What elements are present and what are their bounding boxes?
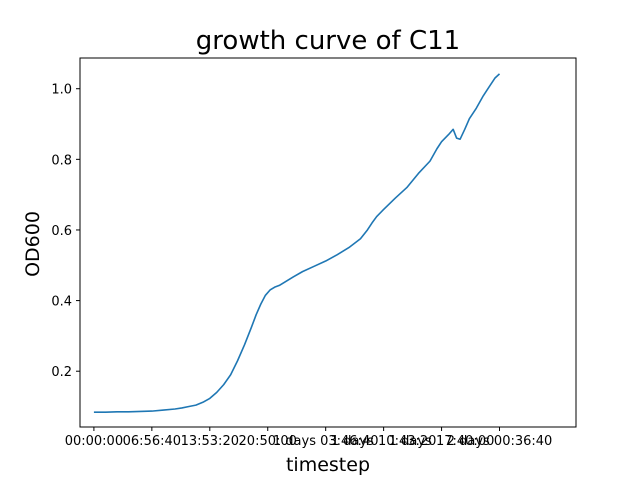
x-tick-label: 13:53:20 — [181, 434, 239, 449]
x-tick-label: 1 days 03:46:40 — [273, 434, 379, 449]
x-axis-label: timestep — [286, 454, 370, 476]
y-tick-label: 1.0 — [51, 83, 72, 98]
y-tick-label: 0.6 — [51, 224, 72, 239]
y-tick-label: 0.2 — [51, 365, 72, 380]
plot-area: 00:00:00 06:56:40 13:53:20 20:50:001 days 0… — [51, 57, 577, 449]
axes-frame — [79, 57, 577, 428]
series-line-0 — [93, 73, 501, 413]
x-tick-label: 20:50:00 — [239, 434, 297, 449]
x-tick-label: 1 days 17:40:00 — [389, 434, 495, 449]
y-axis-label: OD600 — [22, 211, 44, 277]
x-tick-label: 00:00:00 — [65, 434, 123, 449]
x-tick-label: 06:56:40 — [123, 434, 181, 449]
chart-title: growth curve of C11 — [196, 26, 460, 56]
x-tick-label: 1 days 10:43:20 — [331, 434, 437, 449]
y-tick-label: 0.4 — [51, 295, 72, 310]
y-tick-label: 0.8 — [51, 153, 72, 168]
x-tick-label: 2 days 00:36:40 — [447, 434, 553, 449]
